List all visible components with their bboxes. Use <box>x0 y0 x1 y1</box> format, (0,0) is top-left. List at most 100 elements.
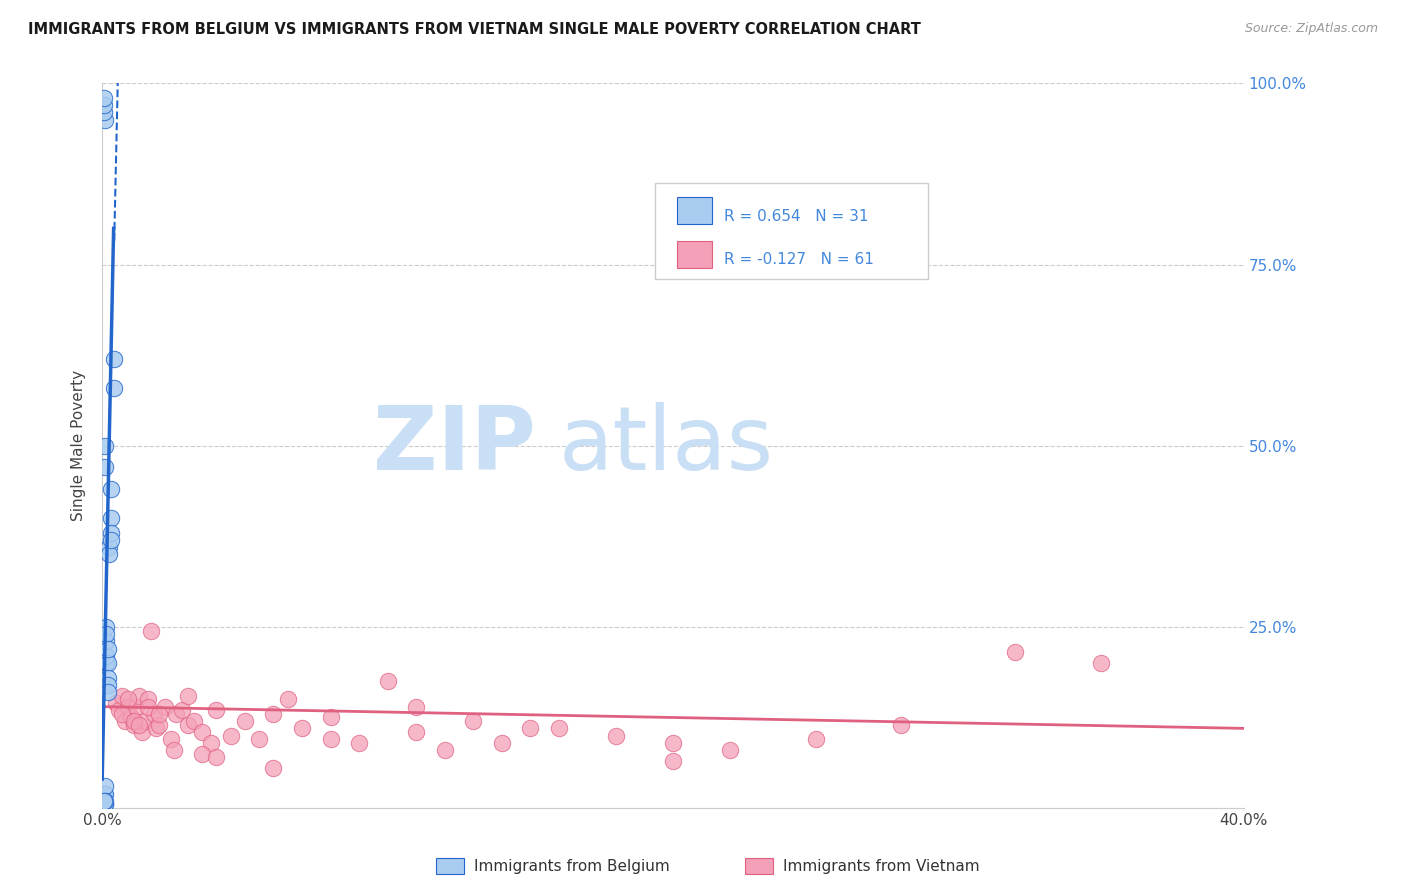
Point <box>142 706 165 721</box>
Point <box>100 482 122 496</box>
Point <box>804 732 827 747</box>
Point <box>205 750 228 764</box>
Point <box>377 674 399 689</box>
Point <box>97 685 120 699</box>
Point <box>200 736 222 750</box>
Point <box>491 736 513 750</box>
Point <box>98 548 121 562</box>
Point <box>128 717 150 731</box>
Point <box>405 725 427 739</box>
Point <box>131 725 153 739</box>
Point <box>148 717 170 731</box>
Point <box>94 797 117 812</box>
Point <box>890 717 912 731</box>
Point <box>291 722 314 736</box>
Point <box>172 703 194 717</box>
Point <box>108 703 131 717</box>
Point <box>277 692 299 706</box>
Text: Source: ZipAtlas.com: Source: ZipAtlas.com <box>1244 22 1378 36</box>
Point <box>148 706 170 721</box>
Point <box>94 439 117 453</box>
Point <box>319 732 342 747</box>
Point <box>347 736 370 750</box>
Point <box>93 91 115 105</box>
Point <box>319 710 342 724</box>
Point <box>96 627 118 641</box>
Point <box>93 787 115 801</box>
Point <box>463 714 485 728</box>
Point <box>94 794 117 808</box>
Point <box>145 722 167 736</box>
Point <box>247 732 270 747</box>
Point <box>97 678 120 692</box>
Point <box>94 112 117 127</box>
Point <box>262 761 284 775</box>
Point <box>114 714 136 728</box>
Point <box>122 714 145 728</box>
Point <box>117 692 139 706</box>
Text: atlas: atlas <box>558 402 773 489</box>
Point <box>98 540 121 554</box>
Point <box>94 648 117 663</box>
Point <box>183 714 205 728</box>
Point <box>1004 645 1026 659</box>
Point <box>177 717 200 731</box>
Point <box>718 743 741 757</box>
Point <box>139 624 162 638</box>
Point <box>159 732 181 747</box>
Point <box>94 797 117 812</box>
Point <box>662 754 685 768</box>
Text: Immigrants from Vietnam: Immigrants from Vietnam <box>783 859 980 873</box>
Point <box>136 692 159 706</box>
Y-axis label: Single Male Poverty: Single Male Poverty <box>72 370 86 521</box>
Point <box>219 729 242 743</box>
Point <box>97 656 120 670</box>
Point <box>128 689 150 703</box>
Point <box>136 699 159 714</box>
Point <box>191 747 214 761</box>
Point <box>605 729 627 743</box>
Point <box>165 706 187 721</box>
Point <box>233 714 256 728</box>
Point <box>111 706 134 721</box>
Point <box>405 699 427 714</box>
Point <box>519 722 541 736</box>
Point <box>105 696 128 710</box>
Point <box>125 699 148 714</box>
Point <box>662 736 685 750</box>
Point <box>120 710 142 724</box>
Point <box>94 656 117 670</box>
Point <box>262 706 284 721</box>
Point <box>100 511 122 525</box>
Point <box>117 699 139 714</box>
Point <box>103 351 125 366</box>
Point <box>103 381 125 395</box>
Point <box>94 780 117 794</box>
Point <box>191 725 214 739</box>
Point <box>100 533 122 547</box>
Text: R = -0.127   N = 61: R = -0.127 N = 61 <box>724 252 873 267</box>
Point <box>100 525 122 540</box>
Point <box>93 105 115 120</box>
Point <box>205 703 228 717</box>
Text: IMMIGRANTS FROM BELGIUM VS IMMIGRANTS FROM VIETNAM SINGLE MALE POVERTY CORRELATI: IMMIGRANTS FROM BELGIUM VS IMMIGRANTS FR… <box>28 22 921 37</box>
Point <box>433 743 456 757</box>
Text: R = 0.654   N = 31: R = 0.654 N = 31 <box>724 209 868 224</box>
Point <box>162 743 184 757</box>
Text: Immigrants from Belgium: Immigrants from Belgium <box>474 859 669 873</box>
Point <box>153 699 176 714</box>
Point <box>122 717 145 731</box>
Point <box>96 634 118 648</box>
Point <box>547 722 569 736</box>
Point <box>94 787 117 801</box>
Point <box>93 98 115 112</box>
Point <box>93 794 115 808</box>
Point <box>97 641 120 656</box>
Point <box>97 671 120 685</box>
Text: ZIP: ZIP <box>373 402 536 489</box>
Point <box>177 689 200 703</box>
Point <box>96 620 118 634</box>
Point <box>134 714 156 728</box>
Point <box>94 460 117 475</box>
Point <box>111 689 134 703</box>
